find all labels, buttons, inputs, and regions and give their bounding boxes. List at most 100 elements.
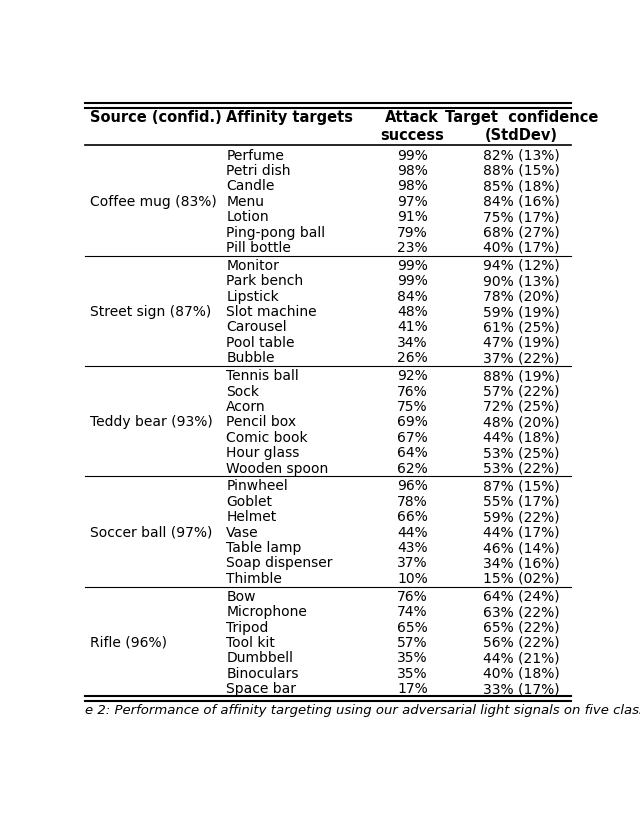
Text: Comic book: Comic book (227, 431, 308, 444)
Text: 79%: 79% (397, 225, 428, 239)
Text: 53% (25%): 53% (25%) (483, 446, 560, 460)
Text: 37% (22%): 37% (22%) (483, 352, 560, 365)
Text: 87% (15%): 87% (15%) (483, 479, 560, 493)
Text: Acorn: Acorn (227, 400, 266, 414)
Text: (StdDev): (StdDev) (485, 128, 558, 142)
Text: Sock: Sock (227, 384, 259, 399)
Text: 98%: 98% (397, 179, 428, 193)
Text: 44%: 44% (397, 526, 428, 540)
Text: Slot machine: Slot machine (227, 305, 317, 319)
Text: Ping-pong ball: Ping-pong ball (227, 225, 326, 239)
Text: 44% (17%): 44% (17%) (483, 526, 560, 540)
Text: Street sign (87%): Street sign (87%) (90, 305, 211, 319)
Text: 82% (13%): 82% (13%) (483, 148, 560, 163)
Text: 59% (19%): 59% (19%) (483, 305, 560, 319)
Text: 66%: 66% (397, 510, 428, 524)
Text: Coffee mug (83%): Coffee mug (83%) (90, 195, 217, 208)
Text: Tool kit: Tool kit (227, 636, 275, 650)
Text: 15% (02%): 15% (02%) (483, 572, 560, 586)
Text: 64% (24%): 64% (24%) (483, 590, 560, 604)
Text: Space bar: Space bar (227, 682, 296, 696)
Text: 56% (22%): 56% (22%) (483, 636, 560, 650)
Text: 26%: 26% (397, 352, 428, 365)
Text: 65% (22%): 65% (22%) (483, 620, 560, 635)
Text: 48% (20%): 48% (20%) (483, 415, 560, 429)
Text: 65%: 65% (397, 620, 428, 635)
Text: 84% (16%): 84% (16%) (483, 195, 560, 208)
Text: 40% (18%): 40% (18%) (483, 667, 560, 681)
Text: 88% (19%): 88% (19%) (483, 370, 560, 383)
Text: 85% (18%): 85% (18%) (483, 179, 560, 193)
Text: Pencil box: Pencil box (227, 415, 296, 429)
Text: 99%: 99% (397, 148, 428, 163)
Text: 68% (27%): 68% (27%) (483, 225, 560, 239)
Text: Pinwheel: Pinwheel (227, 479, 288, 493)
Text: 53% (22%): 53% (22%) (483, 462, 560, 475)
Text: Microphone: Microphone (227, 605, 307, 619)
Text: Pill bottle: Pill bottle (227, 241, 291, 255)
Text: 94% (12%): 94% (12%) (483, 259, 560, 273)
Text: Bubble: Bubble (227, 352, 275, 365)
Text: 57%: 57% (397, 636, 428, 650)
Text: 92%: 92% (397, 370, 428, 383)
Text: e 2: Performance of affinity targeting using our adversarial light signals on fi: e 2: Performance of affinity targeting u… (85, 704, 640, 717)
Text: Bow: Bow (227, 590, 256, 604)
Text: 34% (16%): 34% (16%) (483, 557, 560, 571)
Text: 69%: 69% (397, 415, 428, 429)
Text: 10%: 10% (397, 572, 428, 586)
Text: Table lamp: Table lamp (227, 541, 301, 555)
Text: 63% (22%): 63% (22%) (483, 605, 560, 619)
Text: 41%: 41% (397, 321, 428, 335)
Text: 97%: 97% (397, 195, 428, 208)
Text: Tennis ball: Tennis ball (227, 370, 299, 383)
Text: 76%: 76% (397, 384, 428, 399)
Text: 35%: 35% (397, 651, 428, 665)
Text: 75%: 75% (397, 400, 428, 414)
Text: Petri dish: Petri dish (227, 164, 291, 178)
Text: 91%: 91% (397, 210, 428, 224)
Text: 44% (21%): 44% (21%) (483, 651, 560, 665)
Text: Soap dispenser: Soap dispenser (227, 557, 333, 571)
Text: Menu: Menu (227, 195, 264, 208)
Text: 88% (15%): 88% (15%) (483, 164, 560, 178)
Text: Source (confid.): Source (confid.) (90, 110, 221, 125)
Text: 84%: 84% (397, 290, 428, 304)
Text: 44% (18%): 44% (18%) (483, 431, 560, 444)
Text: 23%: 23% (397, 241, 428, 255)
Text: 48%: 48% (397, 305, 428, 319)
Text: 98%: 98% (397, 164, 428, 178)
Text: 43%: 43% (397, 541, 428, 555)
Text: Lipstick: Lipstick (227, 290, 279, 304)
Text: 96%: 96% (397, 479, 428, 493)
Text: 62%: 62% (397, 462, 428, 475)
Text: 72% (25%): 72% (25%) (483, 400, 560, 414)
Text: Pool table: Pool table (227, 336, 295, 350)
Text: 37%: 37% (397, 557, 428, 571)
Text: Teddy bear (93%): Teddy bear (93%) (90, 415, 212, 429)
Text: 17%: 17% (397, 682, 428, 696)
Text: 47% (19%): 47% (19%) (483, 336, 560, 350)
Text: 46% (14%): 46% (14%) (483, 541, 560, 555)
Text: Lotion: Lotion (227, 210, 269, 224)
Text: Thimble: Thimble (227, 572, 282, 586)
Text: 57% (22%): 57% (22%) (483, 384, 560, 399)
Text: 78% (20%): 78% (20%) (483, 290, 560, 304)
Text: Tripod: Tripod (227, 620, 269, 635)
Text: 99%: 99% (397, 274, 428, 288)
Text: 59% (22%): 59% (22%) (483, 510, 560, 524)
Text: 61% (25%): 61% (25%) (483, 321, 560, 335)
Text: 40% (17%): 40% (17%) (483, 241, 560, 255)
Text: 34%: 34% (397, 336, 428, 350)
Text: Goblet: Goblet (227, 495, 273, 509)
Text: 33% (17%): 33% (17%) (483, 682, 560, 696)
Text: Park bench: Park bench (227, 274, 303, 288)
Text: Monitor: Monitor (227, 259, 279, 273)
Text: 90% (13%): 90% (13%) (483, 274, 560, 288)
Text: Dumbbell: Dumbbell (227, 651, 293, 665)
Text: 55% (17%): 55% (17%) (483, 495, 560, 509)
Text: Soccer ball (97%): Soccer ball (97%) (90, 526, 212, 540)
Text: Candle: Candle (227, 179, 275, 193)
Text: 74%: 74% (397, 605, 428, 619)
Text: 67%: 67% (397, 431, 428, 444)
Text: 35%: 35% (397, 667, 428, 681)
